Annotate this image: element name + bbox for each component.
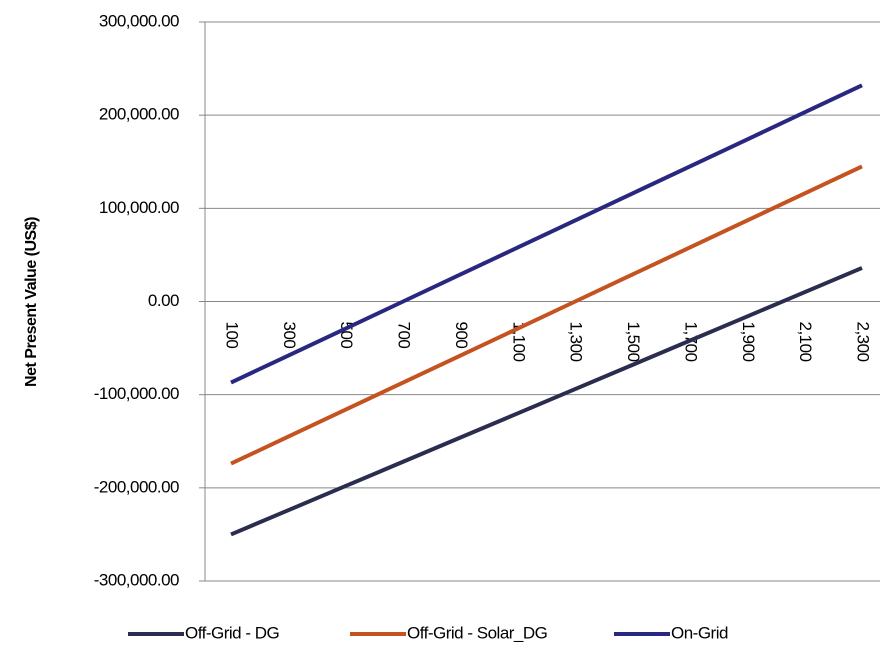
x-tick-label: 2,100: [796, 322, 815, 362]
x-tick-label: 900: [452, 322, 471, 349]
y-tick-label: 300,000.00: [99, 11, 179, 30]
y-tick-label: 200,000.00: [99, 105, 179, 124]
x-tick-label: 1,500: [624, 322, 643, 362]
y-tick-label: -100,000.00: [94, 384, 179, 403]
legend-label: Off-Grid - DG: [185, 623, 279, 642]
legend-label: On-Grid: [671, 623, 728, 642]
y-tick-label: 0.00: [148, 291, 179, 310]
x-tick-label: 1,300: [567, 322, 586, 362]
x-tick-label: 2,300: [854, 322, 873, 362]
x-tick-label: 1,900: [739, 322, 758, 362]
x-tick-label: 300: [280, 322, 299, 349]
y-axis-title: Net Present Value (US$): [23, 217, 40, 387]
x-tick-label: 700: [395, 322, 414, 349]
series-line: [230, 83, 863, 385]
x-tick-label: 100: [223, 322, 242, 349]
y-tick-label: 100,000.00: [99, 198, 179, 217]
legend-label: Off-Grid - Solar_DG: [407, 623, 547, 642]
series-line: [230, 266, 863, 537]
series-line: [230, 164, 863, 466]
y-tick-label: -300,000.00: [94, 570, 179, 589]
y-tick-label: -200,000.00: [94, 477, 179, 496]
